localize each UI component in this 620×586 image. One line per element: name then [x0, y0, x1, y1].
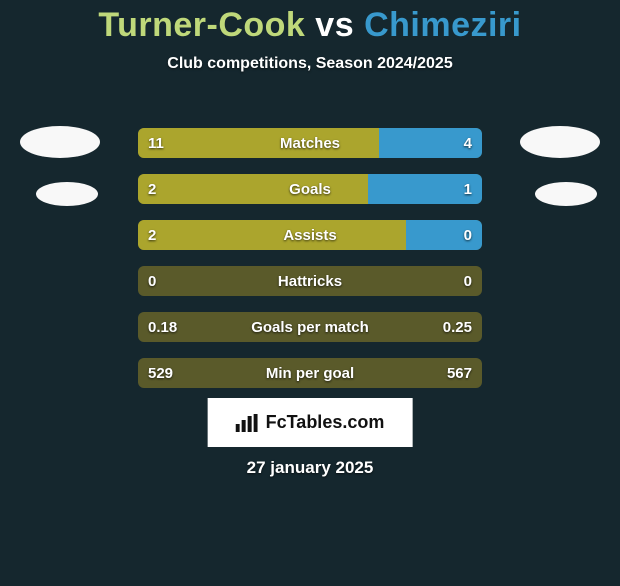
player1-name: Turner-Cook	[98, 6, 305, 44]
subtitle: Club competitions, Season 2024/2025	[0, 55, 620, 73]
stat-row: 0.18Goals per match0.25	[138, 312, 482, 342]
stat-name: Hattricks	[138, 266, 482, 296]
stat-row: 0Hattricks0	[138, 266, 482, 296]
stat-bars: 11Matches42Goals12Assists00Hattricks00.1…	[138, 128, 482, 404]
stat-right-value: 0	[464, 266, 472, 296]
stat-name: Min per goal	[138, 358, 482, 388]
player1-photo-2	[36, 182, 98, 206]
stat-name: Goals per match	[138, 312, 482, 342]
bars-icon	[236, 414, 258, 432]
player2-name: Chimeziri	[364, 6, 522, 44]
stat-right-value: 0	[464, 220, 472, 250]
player2-photo-2	[535, 182, 597, 206]
stat-name: Matches	[138, 128, 482, 158]
stat-right-value: 4	[464, 128, 472, 158]
stat-name: Assists	[138, 220, 482, 250]
stat-row: 11Matches4	[138, 128, 482, 158]
stat-right-value: 0.25	[443, 312, 472, 342]
date-text: 27 january 2025	[0, 458, 620, 478]
player2-photo-1	[520, 126, 600, 158]
source-badge: FcTables.com	[208, 398, 413, 447]
vs-text: vs	[315, 6, 354, 44]
source-badge-text: FcTables.com	[266, 412, 385, 433]
stat-row: 2Goals1	[138, 174, 482, 204]
stat-right-value: 567	[447, 358, 472, 388]
stat-row: 529Min per goal567	[138, 358, 482, 388]
stat-name: Goals	[138, 174, 482, 204]
stat-right-value: 1	[464, 174, 472, 204]
stat-row: 2Assists0	[138, 220, 482, 250]
comparison-title: Turner-Cook vs Chimeziri	[0, 6, 620, 45]
player1-photo-1	[20, 126, 100, 158]
